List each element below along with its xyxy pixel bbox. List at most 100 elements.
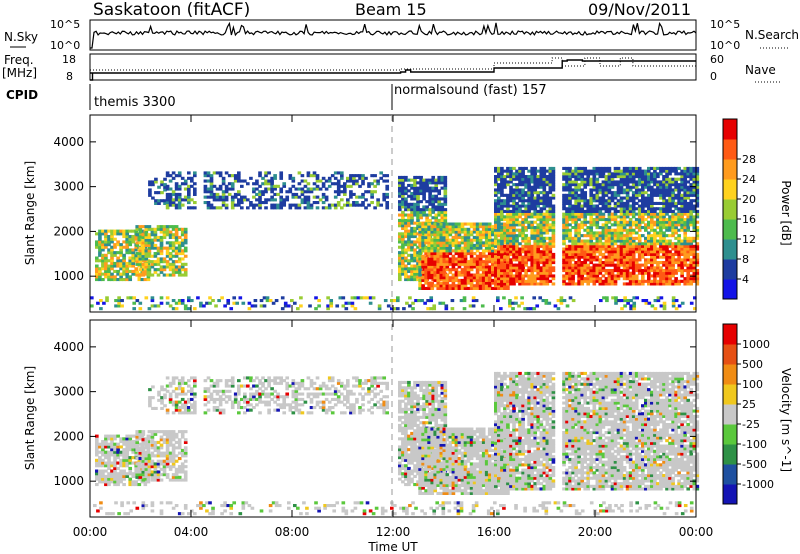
data-cell: [689, 199, 694, 203]
data-cell: [628, 277, 633, 281]
data-cell: [469, 276, 474, 280]
data-cell: [583, 220, 588, 224]
data-cell: [509, 175, 513, 179]
data-cell: [104, 259, 108, 263]
data-cell: [518, 234, 522, 238]
data-cell: [607, 258, 612, 262]
data-cell: [413, 175, 417, 179]
data-cell: [190, 176, 194, 180]
data-cell: [442, 235, 447, 239]
data-cell: [616, 274, 621, 278]
data-cell: [273, 192, 277, 196]
data-cell: [457, 243, 462, 247]
data-cell: [460, 260, 465, 264]
data-cell: [574, 180, 578, 184]
data-cell: [637, 220, 642, 224]
data-cell: [141, 225, 146, 229]
data-cell: [668, 166, 672, 170]
data-cell: [407, 232, 411, 236]
data-cell: [589, 207, 594, 211]
data-cell: [135, 260, 140, 264]
data-cell: [101, 477, 105, 481]
data-cell: [524, 261, 528, 265]
data-cell: [586, 201, 591, 205]
data-cell: [232, 301, 237, 305]
data-cell: [530, 193, 535, 197]
data-cell: [491, 265, 495, 269]
data-cell: [174, 307, 179, 311]
data-cell: [619, 196, 624, 200]
data-cell: [165, 195, 170, 199]
data-cell: [625, 209, 630, 213]
data-cell: [571, 215, 575, 219]
data-cell: [533, 183, 538, 187]
data-cell: [410, 221, 414, 225]
data-cell: [647, 212, 651, 216]
data-cell: [131, 269, 136, 273]
data-cell: [577, 172, 581, 176]
data-cell: [405, 301, 409, 305]
data-cell: [469, 230, 474, 234]
data-cell: [107, 237, 111, 241]
data-cell: [350, 304, 355, 308]
data-cell: [159, 249, 164, 253]
data-cell: [413, 269, 417, 273]
data-cell: [472, 273, 477, 277]
data-cell: [110, 248, 114, 252]
data-cell: [500, 188, 504, 192]
data-cell: [110, 453, 114, 457]
data-cell: [107, 453, 111, 457]
data-cell: [668, 207, 672, 211]
data-cell: [695, 185, 700, 189]
data-cell: [343, 187, 347, 191]
data-cell: [466, 233, 471, 237]
data-cell: [671, 177, 675, 181]
nsky-trace: [90, 21, 697, 49]
data-cell: [153, 233, 158, 237]
data-cell: [466, 270, 471, 274]
data-cell: [131, 259, 136, 263]
data-cell: [243, 179, 247, 183]
data-cell: [628, 239, 633, 243]
data-cell: [300, 192, 305, 196]
data-cell: [497, 231, 501, 235]
data-cell: [445, 227, 450, 231]
data-cell: [506, 250, 510, 254]
data-cell: [571, 274, 575, 278]
data-cell: [282, 184, 287, 188]
data-cell: [120, 299, 124, 303]
data-cell: [336, 171, 341, 175]
data-cell: [428, 208, 432, 212]
data-cell: [424, 246, 428, 250]
data-cell: [448, 268, 453, 272]
data-cell: [99, 299, 103, 303]
data-cell: [637, 269, 642, 273]
data-cell: [515, 183, 519, 187]
data-cell: [230, 195, 235, 199]
data-cell: [683, 204, 688, 208]
data-cell: [653, 247, 657, 251]
data-cell: [680, 199, 684, 203]
data-cell: [509, 269, 513, 273]
data-cell: [110, 434, 114, 438]
data-cell: [154, 177, 158, 181]
data-cell: [692, 185, 697, 189]
data-cell: [545, 180, 550, 184]
data-cell: [689, 252, 694, 256]
data-cell: [695, 274, 700, 278]
data-cell: [120, 304, 124, 308]
data-cell: [607, 212, 612, 216]
data-cell: [445, 252, 450, 256]
data-cell: [527, 269, 531, 273]
data-cell: [695, 183, 700, 187]
data-cell: [539, 199, 544, 203]
data-cell: [150, 227, 155, 231]
data-cell: [571, 209, 575, 213]
data-cell: [622, 266, 627, 270]
data-cell: [128, 243, 133, 247]
data-cell: [589, 223, 594, 227]
data-cell: [98, 259, 102, 263]
data-cell: [568, 247, 572, 251]
data-cell: [117, 304, 121, 308]
data-cell: [562, 207, 566, 211]
